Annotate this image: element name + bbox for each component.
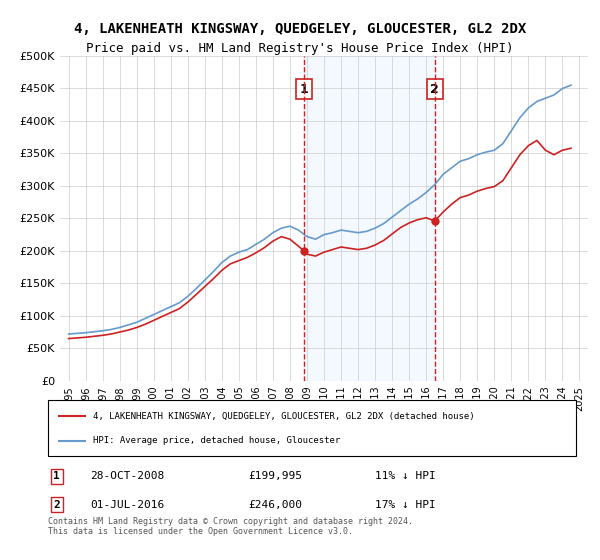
Text: 1: 1	[53, 472, 60, 482]
Text: 4, LAKENHEATH KINGSWAY, QUEDGELEY, GLOUCESTER, GL2 2DX: 4, LAKENHEATH KINGSWAY, QUEDGELEY, GLOUC…	[74, 22, 526, 36]
Text: 1: 1	[299, 83, 308, 96]
Text: 17% ↓ HPI: 17% ↓ HPI	[376, 500, 436, 510]
Text: HPI: Average price, detached house, Gloucester: HPI: Average price, detached house, Glou…	[93, 436, 340, 445]
Text: 01-JUL-2016: 01-JUL-2016	[90, 500, 164, 510]
Text: 4, LAKENHEATH KINGSWAY, QUEDGELEY, GLOUCESTER, GL2 2DX (detached house): 4, LAKENHEATH KINGSWAY, QUEDGELEY, GLOUC…	[93, 412, 475, 421]
Text: 28-OCT-2008: 28-OCT-2008	[90, 472, 164, 482]
Text: £199,995: £199,995	[248, 472, 302, 482]
Bar	[304, 56, 435, 381]
Text: 2: 2	[53, 500, 60, 510]
Text: 11% ↓ HPI: 11% ↓ HPI	[376, 472, 436, 482]
Text: 2: 2	[430, 83, 439, 96]
FancyBboxPatch shape	[48, 400, 576, 456]
Text: Contains HM Land Registry data © Crown copyright and database right 2024.
This d: Contains HM Land Registry data © Crown c…	[48, 517, 413, 536]
Text: Price paid vs. HM Land Registry's House Price Index (HPI): Price paid vs. HM Land Registry's House …	[86, 42, 514, 55]
Text: £246,000: £246,000	[248, 500, 302, 510]
